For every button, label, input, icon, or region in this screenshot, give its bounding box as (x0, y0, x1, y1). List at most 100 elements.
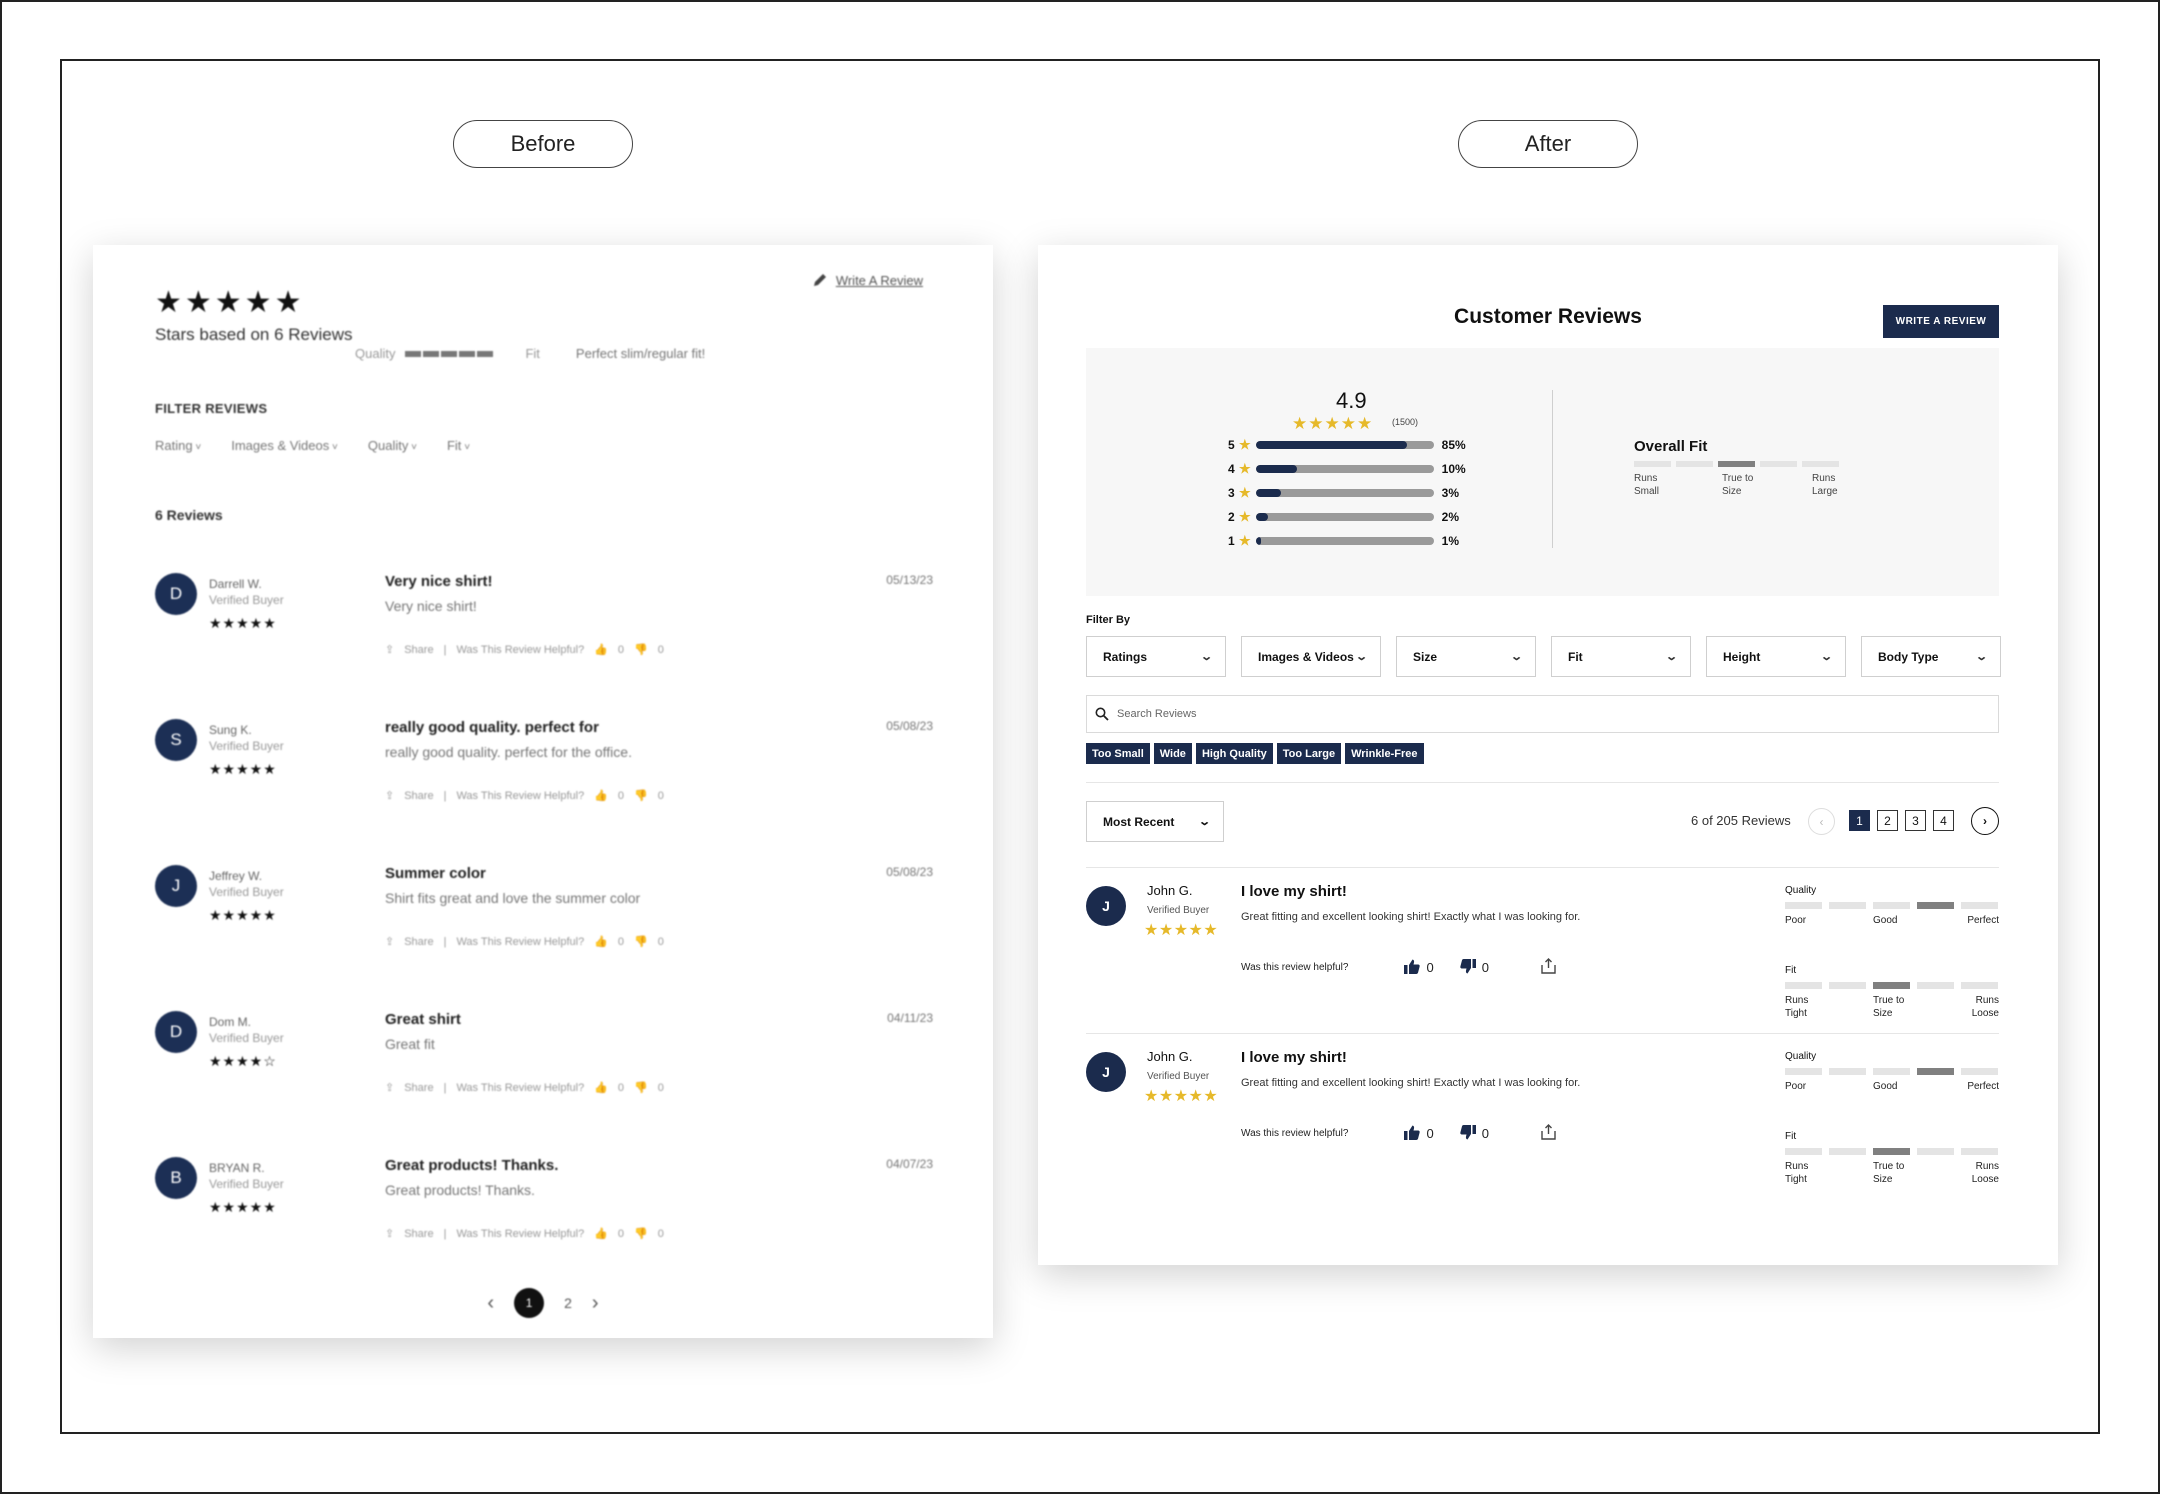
tag-chip[interactable]: High Quality (1195, 743, 1273, 764)
before-label: Before (453, 120, 633, 168)
thumbs-up-icon[interactable]: 👍 (594, 790, 608, 802)
thumbs-down-icon[interactable]: 👎 (634, 1082, 648, 1094)
rating-distribution-row[interactable]: 2 ★ 2% (1228, 509, 1459, 525)
thumbs-down-icon[interactable]: 👎 (634, 936, 648, 948)
tag-chip[interactable]: Too Large (1276, 743, 1342, 764)
scale-segment (1961, 1068, 1998, 1075)
filter-dropdown-label: Height (1723, 649, 1761, 664)
avatar: D (155, 573, 197, 615)
tag-chip[interactable]: Wrinkle-Free (1345, 743, 1424, 764)
filter-dropdown-ratings[interactable]: Ratings ⌄ (1086, 636, 1226, 677)
scale-mark-high: Perfect (1967, 1081, 1999, 1092)
verified-badge: Verified Buyer (1147, 905, 1210, 916)
filter-images-videos[interactable]: Images & Videos (231, 438, 338, 453)
filter-dropdown-height[interactable]: Height ⌄ (1706, 636, 1846, 677)
share-icon[interactable]: ⇪ (385, 790, 395, 802)
filter-dropdown-label: Size (1413, 649, 1438, 664)
share-icon[interactable] (1541, 958, 1556, 977)
quality-fit-summary: Quality Fit Perfect slim/regular fit! (355, 346, 705, 361)
quality-scale: Quality Poor Good Perfect (1785, 1051, 1999, 1108)
overall-fit-scale (1634, 461, 1839, 467)
downvote-count: 0 (657, 789, 664, 802)
rating-distribution-row[interactable]: 5 ★ 85% (1228, 437, 1466, 453)
review-item: J John G. Verified Buyer ★★★★★ I love my… (1086, 1034, 1999, 1194)
scale-mark-low: Runs Tight (1785, 1161, 1809, 1185)
thumbs-up-icon[interactable]: 👍 (594, 936, 608, 948)
thumbs-down-icon[interactable]: 👎 (634, 1228, 648, 1240)
share-icon[interactable]: ⇪ (385, 1082, 395, 1094)
star-icon: ★ (1239, 485, 1251, 500)
filter-dropdown-body-type[interactable]: Body Type ⌄ (1861, 636, 2001, 677)
search-icon (1095, 707, 1109, 721)
chevron-left-icon: ‹ (1819, 814, 1824, 829)
write-review-link[interactable]: Write A Review (812, 272, 923, 288)
thumbs-up-icon[interactable]: 👍 (594, 644, 608, 656)
page-2-button[interactable]: 2 (564, 1295, 572, 1311)
page-4-button[interactable]: 4 (1933, 810, 1954, 831)
thumbs-up-icon[interactable] (1404, 959, 1421, 977)
next-page-icon[interactable]: › (591, 1291, 599, 1314)
reviewer-name: Dom M. (209, 1015, 251, 1029)
filter-reviews-title: FILTER REVIEWS (155, 401, 268, 416)
scale-segment (1961, 1148, 1998, 1155)
scale-segment (1873, 1148, 1910, 1155)
thumbs-down-icon[interactable]: 👎 (634, 644, 648, 656)
search-reviews-input[interactable]: Search Reviews (1086, 695, 1999, 733)
review-title: Summer color (385, 865, 486, 882)
share-button[interactable]: Share (404, 1081, 434, 1094)
review-actions: ⇪ Share | Was This Review Helpful? 👍 0 👎… (385, 1081, 664, 1095)
rating-summary-text: Stars based on 6 Reviews (155, 325, 353, 344)
prev-page-button[interactable]: ‹ (1808, 808, 1835, 835)
rating-distribution-row[interactable]: 4 ★ 10% (1228, 461, 1466, 477)
rating-summary: 4.9 ★★★★★ (1500) 5 ★ 85% 4 ★ 10% 3 ★ 3% … (1086, 348, 1999, 596)
filter-rating[interactable]: Rating (155, 438, 201, 453)
page-2-button[interactable]: 2 (1877, 810, 1898, 831)
review-item: B BRYAN R. Verified Buyer ★★★★★ Great pr… (155, 1157, 933, 1303)
thumbs-up-icon[interactable]: 👍 (594, 1228, 608, 1240)
average-stars: ★★★★★ (1292, 414, 1374, 433)
verified-badge: Verified Buyer (209, 739, 284, 753)
review-stars: ★★★★★ (1144, 1088, 1219, 1105)
share-icon[interactable]: ⇪ (385, 1228, 395, 1240)
page-1-button[interactable]: 1 (1849, 810, 1870, 831)
share-button[interactable]: Share (404, 935, 434, 948)
rating-distribution-row[interactable]: 3 ★ 3% (1228, 485, 1459, 501)
page-1-button[interactable]: 1 (514, 1288, 545, 1318)
share-button[interactable]: Share (404, 643, 434, 656)
sort-dropdown[interactable]: Most Recent ⌄ (1086, 801, 1224, 842)
scale-mark-low: Poor (1785, 915, 1807, 926)
separator: | (443, 1227, 447, 1240)
scale-segment (1829, 902, 1866, 909)
filter-quality[interactable]: Quality (368, 438, 417, 453)
rating-distribution-row[interactable]: 1 ★ 1% (1228, 533, 1459, 549)
share-button[interactable]: Share (404, 789, 434, 802)
fit-scale: Fit Runs Tight True to Size Runs Loose (1785, 1131, 1999, 1188)
tag-chip[interactable]: Too Small (1086, 743, 1150, 764)
share-button[interactable]: Share (404, 1227, 434, 1240)
thumbs-up-icon[interactable] (1404, 1125, 1421, 1143)
filter-dropdown-fit[interactable]: Fit ⌄ (1551, 636, 1691, 677)
fit-scale: Fit Runs Tight True to Size Runs Loose (1785, 965, 1999, 1022)
review-body: Great products! Thanks. (385, 1182, 535, 1198)
filter-dropdown-images-videos[interactable]: Images & Videos ⌄ (1241, 636, 1381, 677)
next-page-button[interactable]: › (1971, 807, 1999, 835)
prev-page-icon[interactable]: ‹ (487, 1291, 495, 1314)
share-icon[interactable]: ⇪ (385, 644, 395, 656)
reviews-count-text: 6 of 205 Reviews (1691, 813, 1791, 828)
upvote-count: 0 (1426, 1126, 1434, 1141)
filter-dropdown-size[interactable]: Size ⌄ (1396, 636, 1536, 677)
thumbs-down-icon[interactable] (1460, 1124, 1476, 1143)
filter-fit[interactable]: Fit (447, 438, 470, 453)
tag-chip[interactable]: Wide (1153, 743, 1192, 764)
thumbs-down-icon[interactable] (1460, 958, 1476, 977)
thumbs-up-icon[interactable]: 👍 (594, 1082, 608, 1094)
thumbs-down-icon[interactable]: 👎 (634, 790, 648, 802)
review-item: D Dom M. Verified Buyer ★★★★☆ Great shir… (155, 1011, 933, 1157)
share-icon[interactable]: ⇪ (385, 936, 395, 948)
share-icon[interactable] (1541, 1124, 1556, 1143)
scale-mark-high: Runs Loose (1971, 1161, 1999, 1185)
avatar: S (155, 719, 197, 761)
separator: | (443, 643, 447, 656)
write-review-button[interactable]: WRITE A REVIEW (1883, 305, 1999, 338)
page-3-button[interactable]: 3 (1905, 810, 1926, 831)
